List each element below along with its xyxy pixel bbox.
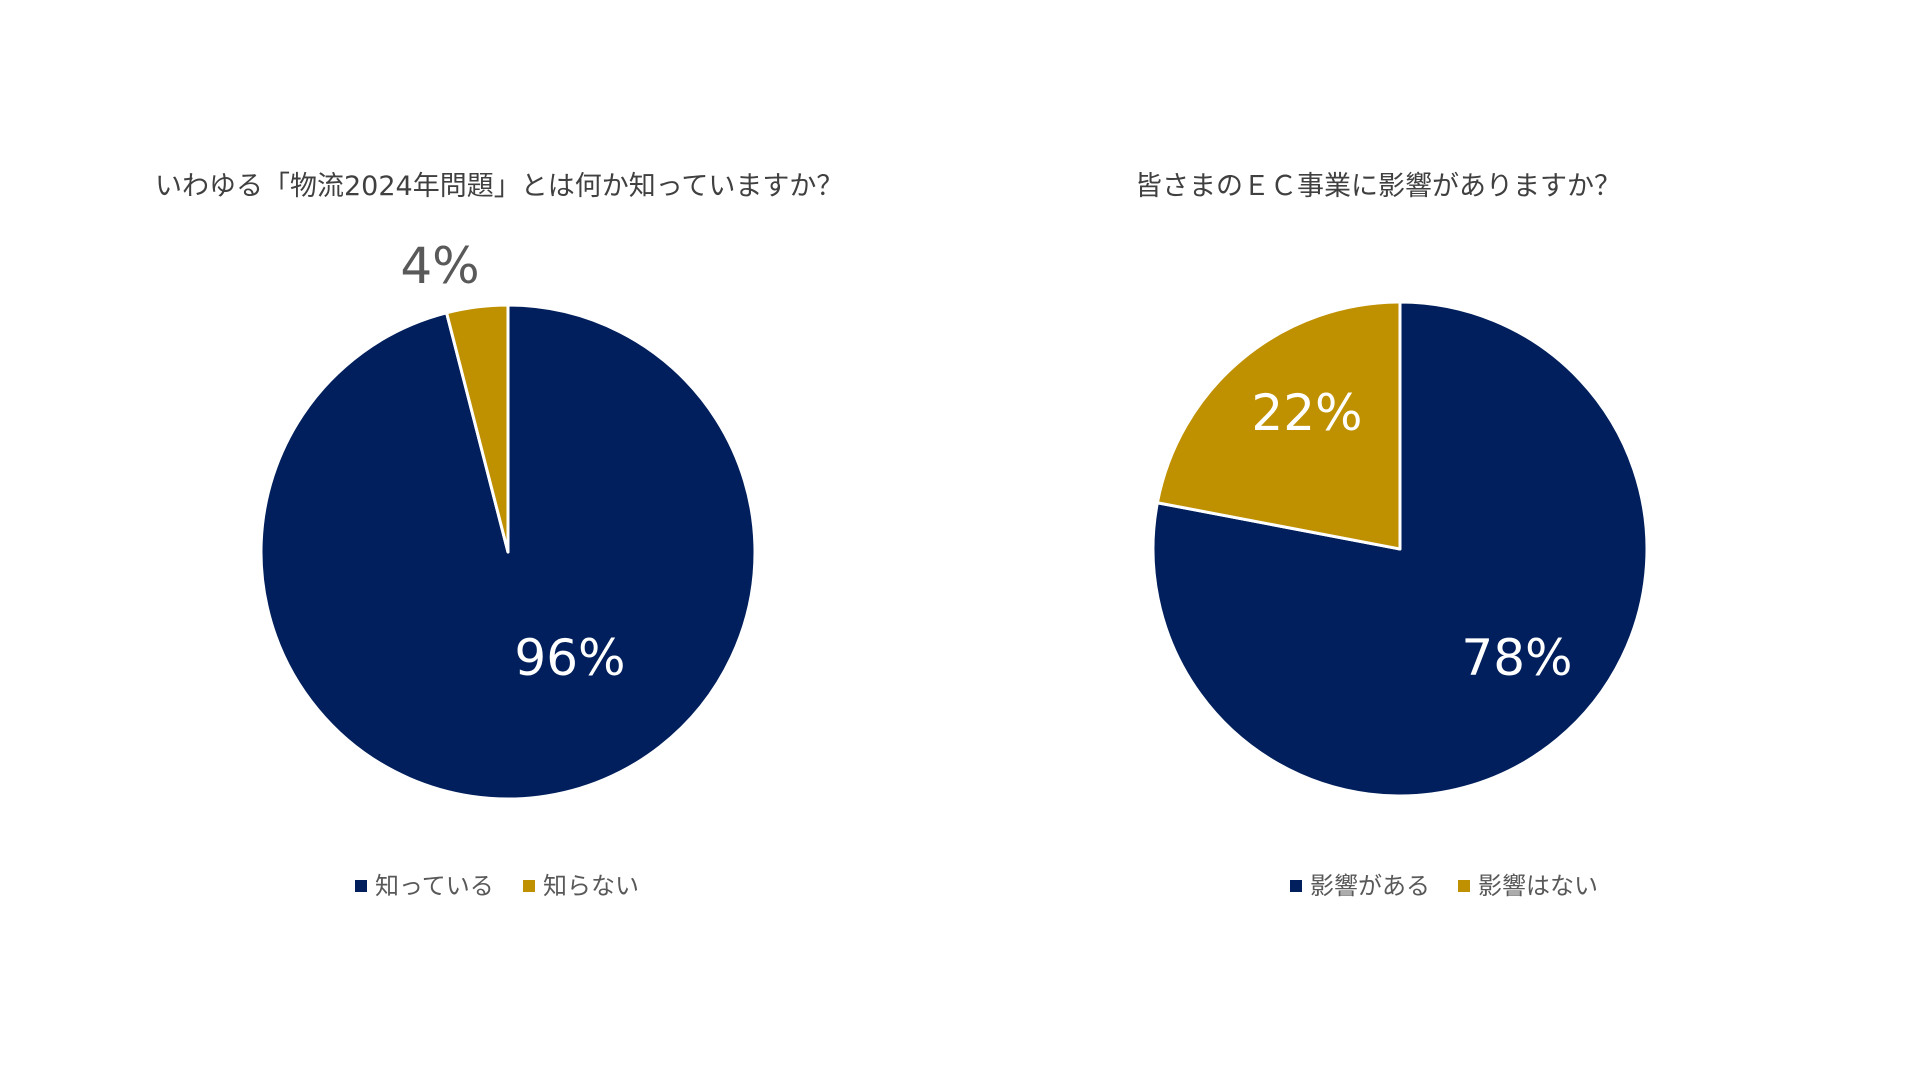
chart-2: 皆さまのＥＣ事業に影響がありますか？ 78% 22% 影響がある 影響はない <box>1135 171 1649 900</box>
chart-1: いわゆる「物流2024年問題」とは何か知っていますか？ 96%4% 知っている知… <box>155 171 843 900</box>
legend-label-2-1: 影響がある <box>1310 872 1430 900</box>
legend-swatch-1-2 <box>523 880 535 892</box>
chart-2-legend: 影響がある 影響はない <box>1290 872 1598 900</box>
legend-label-2-2: 影響はない <box>1478 872 1598 900</box>
pie-slice-1-2 <box>445 303 510 554</box>
legend-swatch-2-1 <box>1290 880 1302 892</box>
chart-2-title: 皆さまのＥＣ事業に影響がありますか？ <box>1135 171 1621 202</box>
chart-1-legend: 知っている 知らない <box>355 872 639 900</box>
legend-swatch-2-2 <box>1458 880 1470 892</box>
chart-2-pie: 78% 22% <box>1151 300 1649 798</box>
data-label-2-2: 22% <box>1251 384 1362 442</box>
pie-slice-2-2 <box>1155 300 1402 551</box>
data-label-2-1: 78% <box>1461 629 1572 687</box>
chart-1-pie: 96% 4% <box>259 237 757 801</box>
legend-swatch-1-1 <box>355 880 367 892</box>
data-label-1-1: 96% <box>514 629 625 687</box>
data-label-1-2: 4% <box>400 237 479 295</box>
legend-label-1-2: 知らない <box>543 872 639 900</box>
chart-1-title: いわゆる「物流2024年問題」とは何か知っていますか？ <box>155 171 843 202</box>
legend-label-1-1: 知っている <box>375 872 494 900</box>
